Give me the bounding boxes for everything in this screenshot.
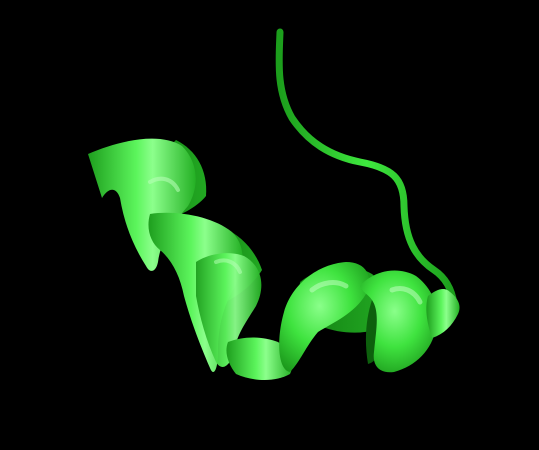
specular-highlight: [389, 286, 423, 305]
helix-front-turn: [88, 138, 196, 271]
coil-segment: [275, 28, 458, 308]
helix-terminal-ribbon: [426, 289, 460, 338]
specular-highlight: [148, 176, 180, 192]
helix-front-turn: [196, 253, 262, 367]
specular-highlight: [309, 280, 349, 293]
specular-highlight: [214, 258, 242, 274]
helix-front-turn: [279, 262, 370, 372]
helix-front-turn: [226, 337, 293, 380]
